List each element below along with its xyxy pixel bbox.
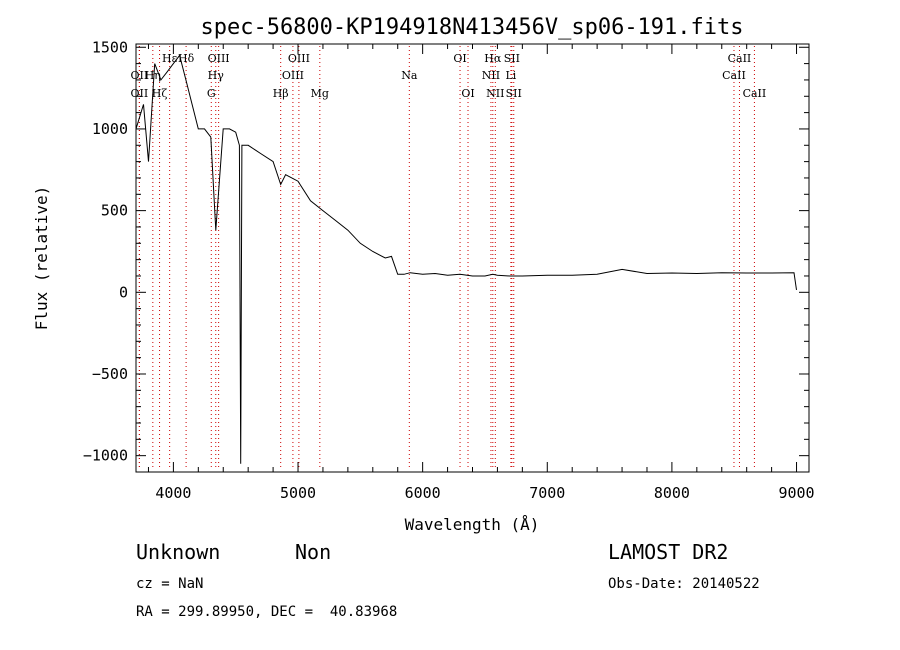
emission-line-label: Hζ (152, 87, 168, 100)
spectrum-line (136, 54, 797, 464)
y-tick-label: 500 (101, 202, 128, 220)
x-tick-label: 8000 (654, 484, 690, 502)
x-axis-label: Wavelength (Å) (405, 515, 540, 534)
emission-line-label: Li (505, 69, 516, 82)
emission-line-label: CaII (722, 69, 746, 82)
redshift-cz: cz = NaN (136, 576, 204, 592)
emission-line-label: OI (461, 87, 474, 100)
y-tick-label: −500 (92, 365, 128, 383)
emission-line-label: CaII (728, 52, 752, 65)
y-tick-label: −1000 (83, 447, 128, 465)
emission-line-label: Hη (145, 69, 161, 82)
y-tick-label: 1500 (92, 38, 128, 56)
spectrum-series (136, 54, 797, 464)
axis-ticks: 4000 5000 6000 7000 8000 9000 −1000 −500 0 500 100… (83, 38, 815, 502)
chart-title: spec-56800-KP194918N413456V_sp06-191.fit… (200, 15, 743, 40)
emission-line-label: OIII (208, 52, 230, 65)
emission-line-label: Mg (311, 87, 329, 100)
object-subclass: Non (295, 540, 332, 564)
emission-line-label: OIII (282, 69, 304, 82)
emission-line-label: Na (401, 69, 418, 82)
x-tick-label: 9000 (778, 484, 814, 502)
y-axis-label: Flux (relative) (32, 186, 51, 331)
emission-line-label: Hδ (178, 52, 195, 65)
emission-line-label: OII (131, 87, 149, 100)
x-tick-label: 7000 (529, 484, 565, 502)
emission-line-label: Hβ (273, 87, 289, 100)
object-class: Unknown (136, 540, 221, 564)
x-tick-label: 6000 (405, 484, 441, 502)
emission-line-label: SII (506, 87, 522, 100)
y-tick-label: 0 (119, 283, 128, 301)
x-tick-label: 5000 (280, 484, 316, 502)
emission-line-label: OIII (288, 52, 310, 65)
emission-line-label: NII (482, 69, 500, 82)
observation-date: Obs-Date: 20140522 (608, 576, 760, 592)
emission-line-label: SII (504, 52, 520, 65)
survey-name: LAMOST DR2 (608, 540, 729, 564)
y-tick-label: 1000 (92, 120, 128, 138)
emission-line-label: CaII (743, 87, 767, 100)
emission-line-label: Hγ (208, 69, 225, 82)
emission-line-label: Hα (484, 52, 502, 65)
emission-line-label: NII (486, 87, 504, 100)
emission-line-label: OII (131, 69, 149, 82)
ra-dec: RA = 299.89950, DEC = 40.83968 (136, 604, 398, 620)
emission-line-markers (138, 46, 755, 470)
x-tick-label: 4000 (155, 484, 191, 502)
plot-frame (135, 43, 810, 473)
emission-line-label: OI (453, 52, 466, 65)
emission-line-label: Hε (162, 52, 178, 65)
emission-line-label: G (207, 87, 216, 100)
